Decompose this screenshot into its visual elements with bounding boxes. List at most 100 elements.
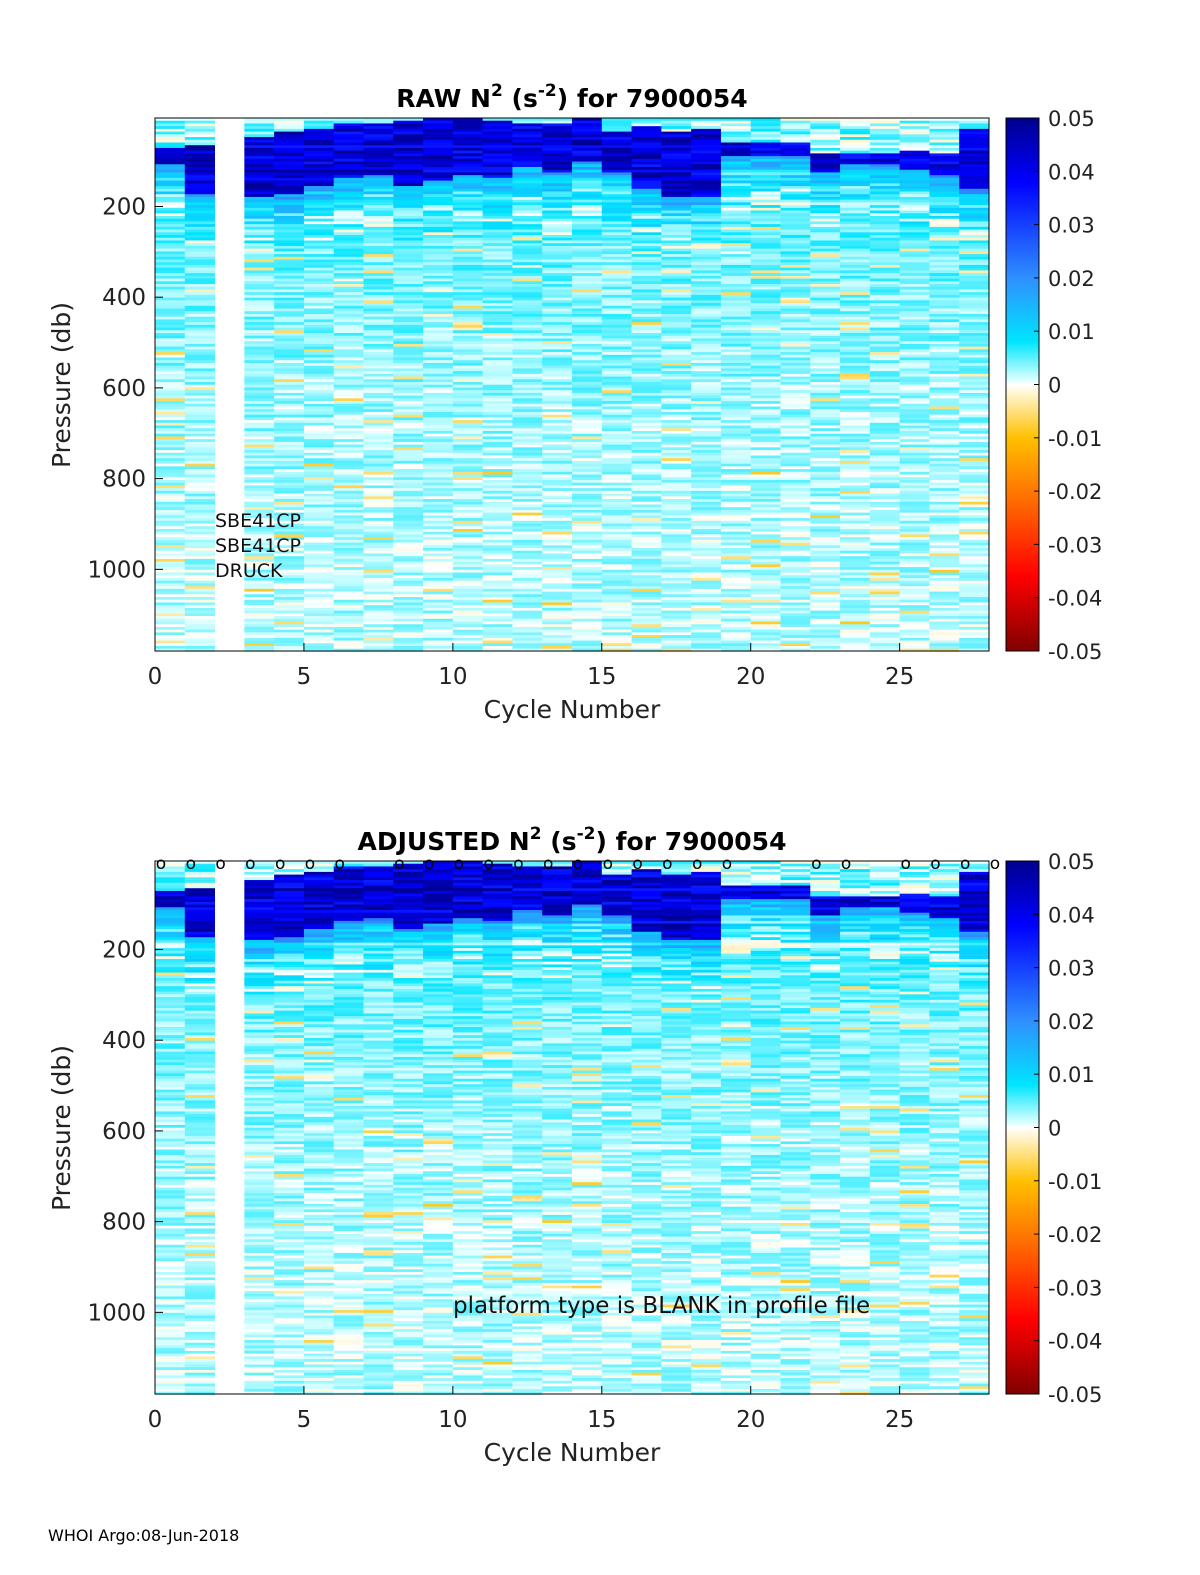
heatmap-cell — [274, 371, 305, 375]
heatmap-cell — [631, 629, 662, 633]
heatmap-cell — [720, 398, 752, 402]
heatmap-cell — [274, 602, 305, 606]
heatmap-cell — [512, 254, 543, 258]
heatmap-cell — [303, 343, 335, 348]
heatmap-cell — [393, 466, 424, 470]
heatmap-cell — [184, 586, 215, 590]
heatmap-cell — [363, 384, 394, 388]
heatmap-cell — [274, 425, 305, 429]
heatmap-cell — [691, 134, 722, 138]
heatmap-cell — [363, 509, 394, 514]
heatmap-cell — [631, 545, 662, 549]
heatmap-cell — [363, 548, 394, 552]
heatmap-cell — [333, 452, 364, 456]
heatmap-cell — [542, 139, 573, 143]
heatmap-cell — [542, 297, 573, 301]
heatmap-cell — [274, 646, 305, 650]
heatmap-cell — [393, 444, 424, 448]
heatmap-cell — [303, 545, 335, 549]
heatmap-cell — [512, 382, 543, 386]
heatmap-cell — [631, 166, 662, 171]
heatmap-cell — [452, 482, 484, 486]
heatmap-cell — [691, 646, 722, 650]
heatmap-cell — [155, 382, 186, 386]
heatmap-cell — [512, 482, 543, 486]
heatmap-cell — [542, 575, 573, 579]
heatmap-cell — [303, 452, 335, 456]
heatmap-cell — [274, 177, 305, 181]
heatmap-cell — [155, 131, 186, 135]
heatmap-cell — [780, 286, 811, 290]
heatmap-cell — [452, 444, 484, 448]
heatmap-cell — [423, 523, 454, 527]
heatmap-cell — [423, 316, 454, 320]
heatmap-cell — [542, 145, 573, 149]
heatmap-cell — [869, 518, 901, 522]
heatmap-cell — [393, 294, 424, 299]
heatmap-cell — [155, 229, 186, 233]
heatmap-cell — [542, 275, 573, 279]
heatmap-cell — [393, 539, 424, 543]
heatmap-cell — [542, 360, 573, 364]
heatmap-cell — [423, 626, 454, 631]
heatmap-cell — [899, 499, 930, 503]
heatmap-cell — [840, 142, 871, 146]
heatmap-cell — [929, 137, 960, 141]
heatmap-cell — [780, 436, 811, 440]
heatmap-cell — [274, 428, 305, 432]
heatmap-cell — [572, 153, 603, 157]
heatmap-cell — [184, 441, 215, 445]
heatmap-cell — [840, 512, 871, 516]
heatmap-cell — [661, 455, 692, 459]
heatmap-cell — [274, 526, 305, 530]
heatmap-cell — [601, 333, 632, 337]
heatmap-cell — [482, 586, 513, 590]
heatmap-cell — [750, 643, 781, 647]
heatmap-cell — [780, 414, 811, 418]
heatmap-cell — [363, 564, 394, 568]
heatmap-cell — [750, 515, 781, 519]
heatmap-cell — [750, 422, 781, 426]
heatmap-cell — [303, 499, 335, 503]
heatmap-cell — [482, 635, 513, 639]
heatmap-cell — [750, 624, 781, 628]
heatmap-cell — [601, 128, 632, 133]
heatmap-cell — [423, 286, 454, 290]
heatmap-cell — [244, 137, 275, 141]
heatmap-cell — [601, 384, 632, 388]
heatmap-cell — [184, 523, 215, 527]
heatmap-cell — [363, 120, 394, 124]
heatmap-cell — [542, 572, 573, 576]
heatmap-cell — [780, 341, 811, 345]
heatmap-cell — [274, 643, 305, 647]
heatmap-cell — [720, 537, 752, 541]
heatmap-cell — [512, 626, 543, 631]
heatmap-cell — [572, 275, 603, 279]
heatmap-cell — [691, 118, 722, 122]
heatmap-cell — [542, 264, 573, 269]
heatmap-cell — [333, 507, 364, 511]
heatmap-cell — [482, 186, 513, 190]
heatmap-cell — [393, 387, 424, 391]
heatmap-cell — [691, 414, 722, 418]
heatmap-cell — [512, 586, 543, 590]
heatmap-cell — [393, 591, 424, 595]
heatmap-cell — [542, 499, 573, 503]
heatmap-cell — [303, 572, 335, 576]
heatmap-cell — [810, 245, 841, 250]
heatmap-cell — [780, 330, 811, 334]
heatmap-cell — [601, 243, 632, 247]
heatmap-cell — [363, 357, 394, 361]
heatmap-cell — [184, 183, 215, 187]
heatmap-cell — [780, 308, 811, 312]
heatmap-cell — [750, 213, 781, 217]
heatmap-cell — [869, 248, 901, 252]
heatmap-cell — [542, 278, 573, 282]
heatmap-cell — [303, 183, 335, 187]
heatmap-cell — [542, 594, 573, 598]
heatmap-cell — [244, 142, 275, 146]
heatmap-cell — [661, 118, 692, 122]
heatmap-cell — [244, 256, 275, 260]
heatmap-cell — [184, 567, 215, 571]
heatmap-cell — [631, 613, 662, 617]
